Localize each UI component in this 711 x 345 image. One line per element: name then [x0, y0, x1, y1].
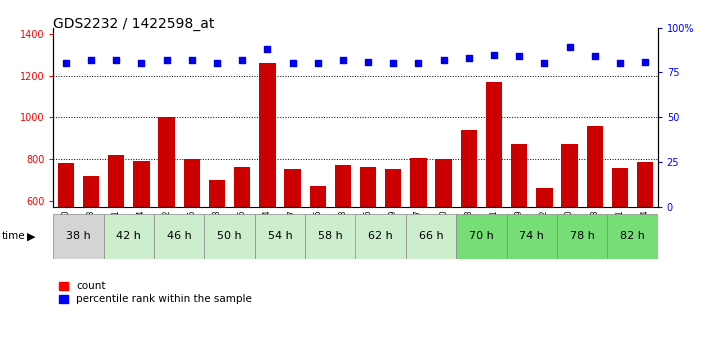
Point [111, 57, 122, 63]
Bar [360, 167, 376, 326]
Bar [104, 214, 154, 259]
Bar [511, 145, 528, 326]
Point [539, 61, 550, 66]
Bar [506, 214, 557, 259]
Point [312, 61, 324, 66]
Bar [305, 214, 356, 259]
Point [438, 57, 449, 63]
Point [211, 61, 223, 66]
Point [60, 61, 72, 66]
Text: 70 h: 70 h [469, 231, 493, 241]
Text: 66 h: 66 h [419, 231, 444, 241]
Bar [309, 186, 326, 326]
Bar [183, 159, 200, 326]
Bar [234, 167, 250, 326]
Text: 78 h: 78 h [570, 231, 594, 241]
Bar [461, 130, 477, 326]
Bar [284, 169, 301, 326]
Point [363, 59, 374, 65]
Text: 38 h: 38 h [66, 231, 91, 241]
Bar [410, 158, 427, 326]
Bar [133, 161, 149, 326]
Text: ▶: ▶ [27, 231, 36, 241]
Bar [58, 163, 74, 326]
Point [589, 53, 600, 59]
Point [387, 61, 399, 66]
Bar [260, 63, 276, 326]
Bar [159, 117, 175, 326]
Point [186, 57, 198, 63]
Bar [611, 168, 628, 326]
Bar [637, 162, 653, 326]
Bar [108, 155, 124, 326]
Bar [557, 214, 607, 259]
Point [413, 61, 424, 66]
Text: GDS2232 / 1422598_at: GDS2232 / 1422598_at [53, 17, 215, 31]
Point [136, 61, 147, 66]
Bar [385, 169, 402, 326]
Point [614, 61, 626, 66]
Point [85, 57, 97, 63]
Bar [456, 214, 506, 259]
Bar [356, 214, 406, 259]
Point [564, 45, 575, 50]
Bar [154, 214, 205, 259]
Bar [335, 165, 351, 326]
Point [513, 53, 525, 59]
Bar [587, 126, 603, 326]
Bar [536, 188, 552, 326]
Point [463, 55, 474, 61]
Bar [486, 82, 502, 326]
Point [161, 57, 172, 63]
Bar [435, 159, 451, 326]
Bar [83, 176, 100, 326]
Text: 62 h: 62 h [368, 231, 393, 241]
Point [337, 57, 348, 63]
Text: time: time [2, 231, 26, 241]
Point [639, 59, 651, 65]
Legend: count, percentile rank within the sample: count, percentile rank within the sample [58, 281, 252, 304]
Bar [53, 214, 104, 259]
Bar [205, 214, 255, 259]
Text: 54 h: 54 h [267, 231, 292, 241]
Point [262, 46, 273, 52]
Point [237, 57, 248, 63]
Text: 74 h: 74 h [519, 231, 544, 241]
Text: 46 h: 46 h [167, 231, 191, 241]
Bar [607, 214, 658, 259]
Text: 58 h: 58 h [318, 231, 343, 241]
Bar [209, 180, 225, 326]
Point [287, 61, 298, 66]
Bar [255, 214, 305, 259]
Point [488, 52, 500, 57]
Bar [406, 214, 456, 259]
Text: 82 h: 82 h [620, 231, 645, 241]
Text: 42 h: 42 h [117, 231, 141, 241]
Text: 50 h: 50 h [218, 231, 242, 241]
Bar [562, 145, 578, 326]
